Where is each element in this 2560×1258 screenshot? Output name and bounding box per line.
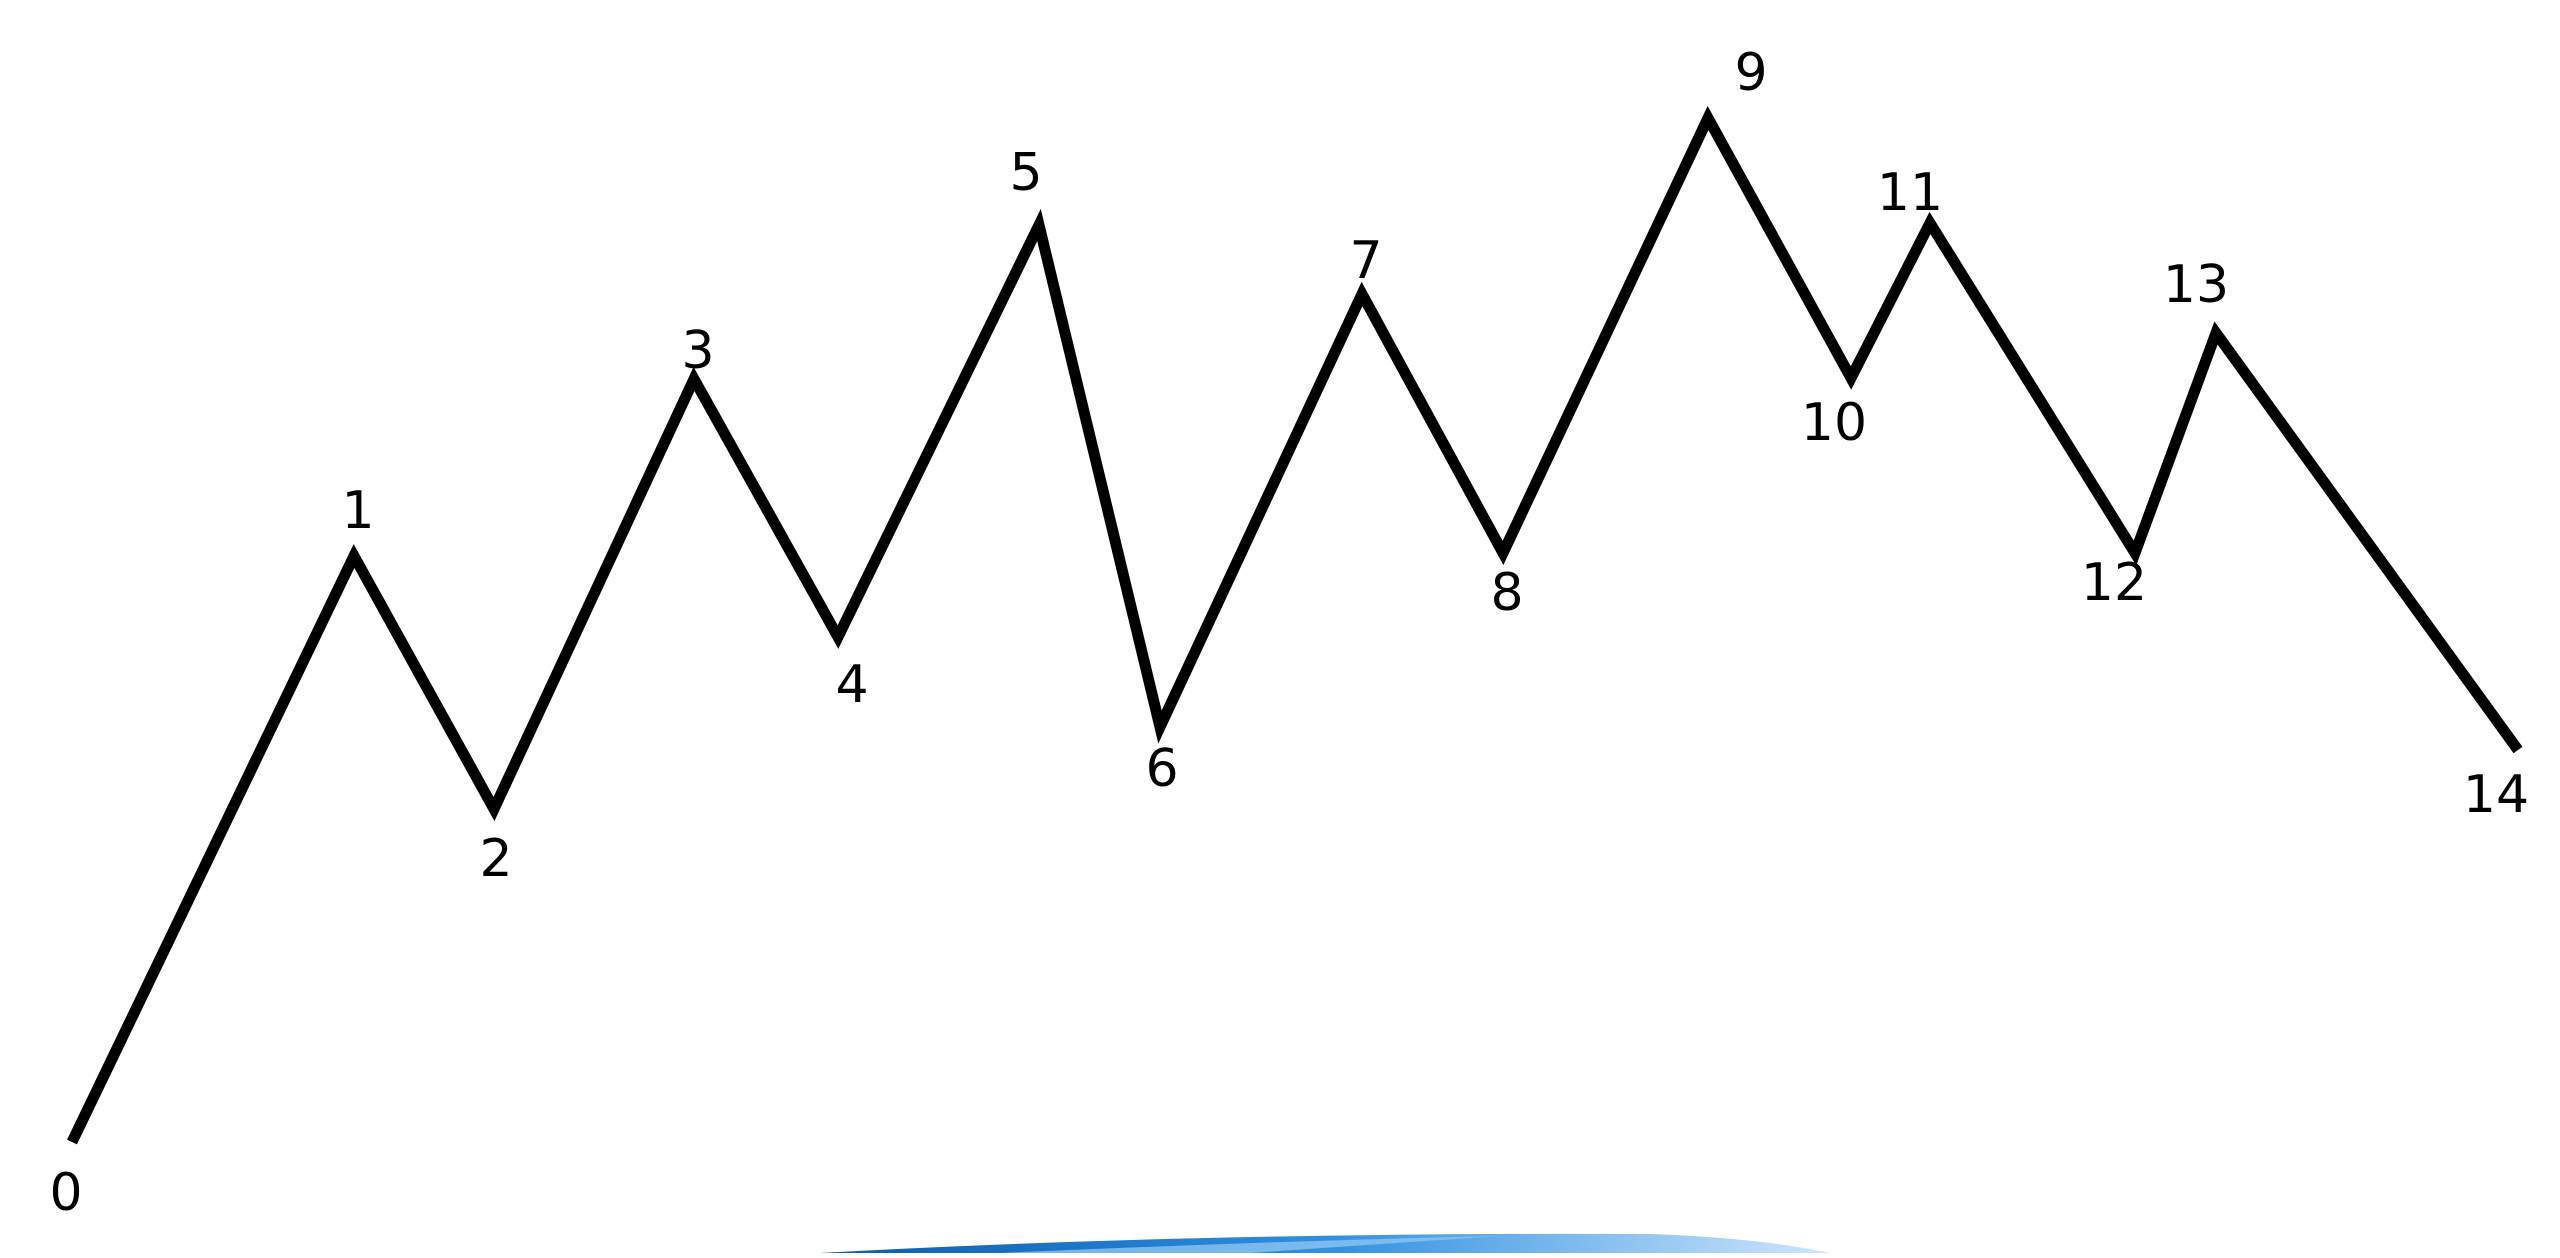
wave-line [67,105,2523,1145]
wave-point-label-10: 10 [1801,393,1867,453]
wave-segment-12-13 [2135,333,2216,553]
footer-swoosh [820,1233,1830,1253]
wave-point-label-8: 8 [1490,563,1523,623]
wave-point-label-11: 11 [1877,163,1943,223]
wave-segment-4-5 [838,225,1039,637]
wave-segment-10-11 [1851,223,1930,378]
wave-point-label-4: 4 [835,655,868,715]
wave-segment-11-12 [1930,223,2135,553]
wave-point-label-0: 0 [49,1163,82,1223]
wave-point-label-6: 6 [1145,739,1178,799]
wave-segment-2-3 [494,379,694,809]
wave-point-label-3: 3 [681,321,714,381]
wave-point-label-14: 14 [2463,765,2529,825]
wave-point-label-2: 2 [479,829,512,889]
wave-segment-7-8 [1362,294,1503,553]
wave-segment-1-2 [354,556,494,809]
wave-point-label-7: 7 [1349,231,1382,291]
wave-segment-0-1 [72,556,354,1142]
wave-point-label-5: 5 [1009,143,1042,203]
wave-point-label-9: 9 [1734,43,1767,103]
wave-point-label-12: 12 [2081,553,2147,613]
swoosh-band-highlight [1000,1236,1500,1253]
wave-segment-9-10 [1708,118,1851,378]
wave-point-label-1: 1 [341,481,374,541]
wave-segment-13-14 [2216,333,2518,750]
wave-segment-3-4 [694,379,838,637]
wave-point-label-13: 13 [2163,255,2229,315]
wave-segment-8-9 [1503,118,1708,553]
wave-segment-6-7 [1160,294,1362,727]
wave-layer [67,105,2523,1145]
wave-segment-5-6 [1039,225,1160,727]
